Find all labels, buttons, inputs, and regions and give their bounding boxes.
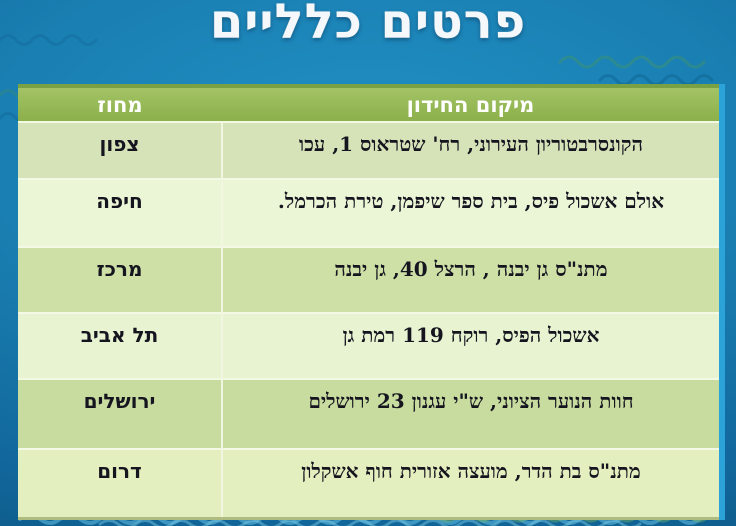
location-cell: הקונסרבטוריון העירוני, רח' שטראוס 1, עכו: [221, 122, 722, 179]
quiz-locations-table: מיקום החידון מחוז הקונסרבטוריון העירוני,…: [18, 84, 725, 520]
table-body: הקונסרבטוריון העירוני, רח' שטראוס 1, עכו…: [18, 122, 722, 520]
header-location: מיקום החידון: [222, 84, 722, 123]
location-cell: אשכול הפיס, רוקח 119 רמת גן: [221, 312, 722, 379]
table-row: אולם אשכול פיס, בית ספר שיפמן, טירת הכרמ…: [18, 178, 722, 247]
table-row: מתנ"ס גן יבנה , הרצל 40, גן יבנה מרכז: [18, 246, 722, 313]
table-header-row: מיקום החידון מחוז: [18, 84, 722, 123]
slide-title: פרטים כלליים: [209, 0, 527, 50]
district-cell: תל אביב: [18, 312, 222, 379]
location-cell: אולם אשכול פיס, בית ספר שיפמן, טירת הכרמ…: [221, 178, 722, 247]
district-cell: צפון: [18, 122, 222, 179]
header-district: מחוז: [18, 84, 222, 123]
table-row: מתנ"ס בת הדר, מועצה אזורית חוף אשקלון דרו…: [18, 448, 722, 520]
table-row: אשכול הפיס, רוקח 119 רמת גן תל אביב: [18, 312, 722, 379]
table-row: חוות הנוער הציוני, ש"י עגנון 23 ירושלים י…: [18, 378, 722, 449]
location-cell: חוות הנוער הציוני, ש"י עגנון 23 ירושלים: [221, 378, 722, 449]
district-cell: חיפה: [18, 178, 222, 247]
district-cell: מרכז: [18, 246, 222, 313]
location-cell: מתנ"ס גן יבנה , הרצל 40, גן יבנה: [221, 246, 722, 313]
district-cell: דרום: [18, 448, 222, 520]
district-cell: ירושלים: [18, 378, 222, 449]
table-row: הקונסרבטוריון העירוני, רח' שטראוס 1, עכו…: [18, 122, 722, 179]
location-cell: מתנ"ס בת הדר, מועצה אזורית חוף אשקלון: [221, 448, 722, 520]
